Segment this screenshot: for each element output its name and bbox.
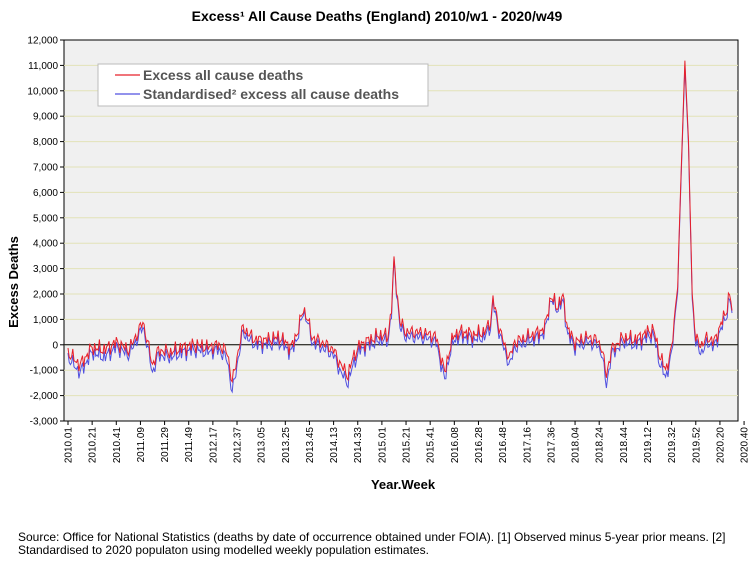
x-tick-label: 2014.33 (353, 427, 364, 464)
y-tick-label: 1,000 (33, 315, 58, 326)
y-tick-label: -1,000 (30, 366, 59, 377)
chart-title: Excess¹ All Cause Deaths (England) 2010/… (191, 8, 563, 24)
y-tick-label: 10,000 (27, 86, 58, 97)
x-tick-label: 2013.25 (281, 427, 292, 464)
x-tick-label: 2014.13 (329, 427, 340, 464)
series-line-excess (67, 60, 733, 384)
y-tick-label: 6,000 (33, 188, 58, 199)
series-layer (67, 60, 733, 394)
x-tick-label: 2019.32 (667, 427, 678, 464)
x-tick-label: 2019.52 (691, 427, 702, 464)
x-tick-label: 2015.21 (402, 427, 413, 464)
chart-canvas: -3,000 -2,000 -1,000 0 1,000 2,000 3,000 4,000 5… (27, 36, 751, 493)
x-tick-label: 2020.20 (715, 427, 726, 464)
x-tick-label: 2018.04 (571, 427, 582, 464)
series-line-standardised (67, 65, 733, 394)
x-tick-label: 2011.29 (160, 427, 171, 463)
x-tick-label: 2020.40 (740, 427, 751, 464)
x-tick-label: 2010.41 (112, 427, 123, 464)
x-tick-label: 2016.28 (474, 427, 485, 464)
x-tick-label: 2013.05 (257, 427, 268, 464)
source-note: Source: Office for National Statistics (… (18, 530, 726, 557)
y-tick-label: 4,000 (33, 239, 58, 250)
y-tick-label: -2,000 (30, 391, 59, 402)
y-tick-label: -3,000 (30, 417, 59, 428)
x-tick-label: 2015.01 (377, 427, 388, 464)
x-tick-label: 2017.36 (546, 427, 557, 464)
x-tick-label: 2018.24 (595, 427, 606, 464)
y-tick-label: 2,000 (33, 290, 58, 301)
legend-label-excess: Excess all cause deaths (143, 67, 304, 83)
legend-label-standardised: Standardised² excess all cause deaths (143, 86, 399, 102)
x-tick-label: 2017.16 (522, 427, 533, 464)
y-tick-label: 0 (52, 340, 58, 351)
x-tick-label: 2011.49 (184, 427, 195, 463)
y-tick-label: 12,000 (27, 36, 58, 47)
x-tick-label: 2012.37 (233, 427, 244, 464)
legend: Excess all cause deaths Standardised² ex… (97, 63, 429, 107)
y-tick-label: 3,000 (33, 264, 58, 275)
x-axis-ticks: 2010.01 2010.21 2010.41 2011.09 2011.29 2011.… (64, 421, 751, 463)
x-tick-label: 2010.01 (64, 427, 75, 464)
x-tick-label: 2018.44 (619, 427, 630, 464)
x-tick-label: 2010.21 (88, 427, 99, 464)
y-axis-ticks: -3,000 -2,000 -1,000 0 1,000 2,000 3,000 4,000 5… (27, 36, 64, 428)
x-tick-label: 2013.45 (305, 427, 316, 464)
x-tick-label: 2011.09 (136, 427, 147, 463)
x-tick-label: 2016.48 (498, 427, 509, 464)
y-tick-label: 8,000 (33, 137, 58, 148)
x-tick-label: 2012.17 (208, 427, 219, 464)
y-tick-label: 11,000 (28, 61, 58, 72)
x-tick-label: 2015.41 (426, 427, 437, 464)
x-tick-label: 2019.12 (643, 427, 654, 464)
x-tick-label: 2016.08 (450, 427, 461, 464)
y-tick-label: 5,000 (33, 213, 58, 224)
y-tick-label: 7,000 (33, 163, 58, 174)
y-tick-label: 9,000 (33, 112, 58, 123)
x-axis-label: Year.Week (371, 477, 436, 492)
